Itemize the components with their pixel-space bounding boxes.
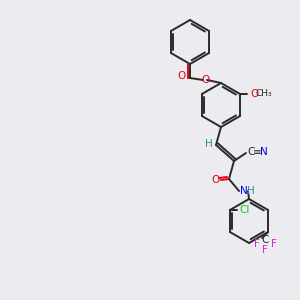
Text: N: N	[240, 186, 248, 196]
Text: H: H	[247, 186, 255, 196]
Text: O: O	[250, 89, 258, 99]
Text: O: O	[202, 75, 210, 85]
Text: O: O	[211, 175, 219, 185]
Text: F: F	[254, 239, 260, 249]
Text: C: C	[247, 147, 255, 157]
Text: Cl: Cl	[240, 205, 250, 215]
Text: CH₃: CH₃	[256, 89, 272, 98]
Text: ≡: ≡	[253, 147, 261, 157]
Text: C: C	[261, 235, 269, 245]
Text: O: O	[177, 71, 185, 81]
Text: N: N	[260, 147, 268, 157]
Text: F: F	[271, 239, 277, 249]
Text: F: F	[262, 245, 268, 255]
Text: H: H	[205, 139, 213, 149]
